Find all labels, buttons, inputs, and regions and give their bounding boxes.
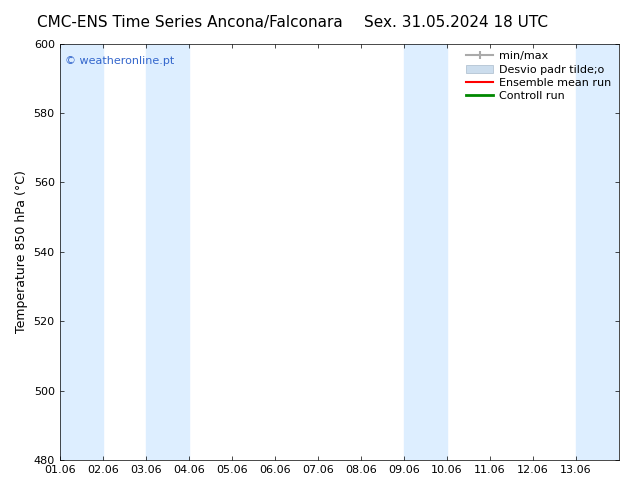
- Text: CMC-ENS Time Series Ancona/Falconara: CMC-ENS Time Series Ancona/Falconara: [37, 15, 343, 30]
- Text: © weatheronline.pt: © weatheronline.pt: [65, 56, 174, 66]
- Bar: [404, 44, 447, 460]
- Legend: min/max, Desvio padr tilde;o, Ensemble mean run, Controll run: min/max, Desvio padr tilde;o, Ensemble m…: [461, 47, 616, 106]
- Bar: [146, 44, 189, 460]
- Text: Sex. 31.05.2024 18 UTC: Sex. 31.05.2024 18 UTC: [365, 15, 548, 30]
- Bar: [576, 44, 619, 460]
- Bar: [60, 44, 103, 460]
- Y-axis label: Temperature 850 hPa (°C): Temperature 850 hPa (°C): [15, 171, 28, 333]
